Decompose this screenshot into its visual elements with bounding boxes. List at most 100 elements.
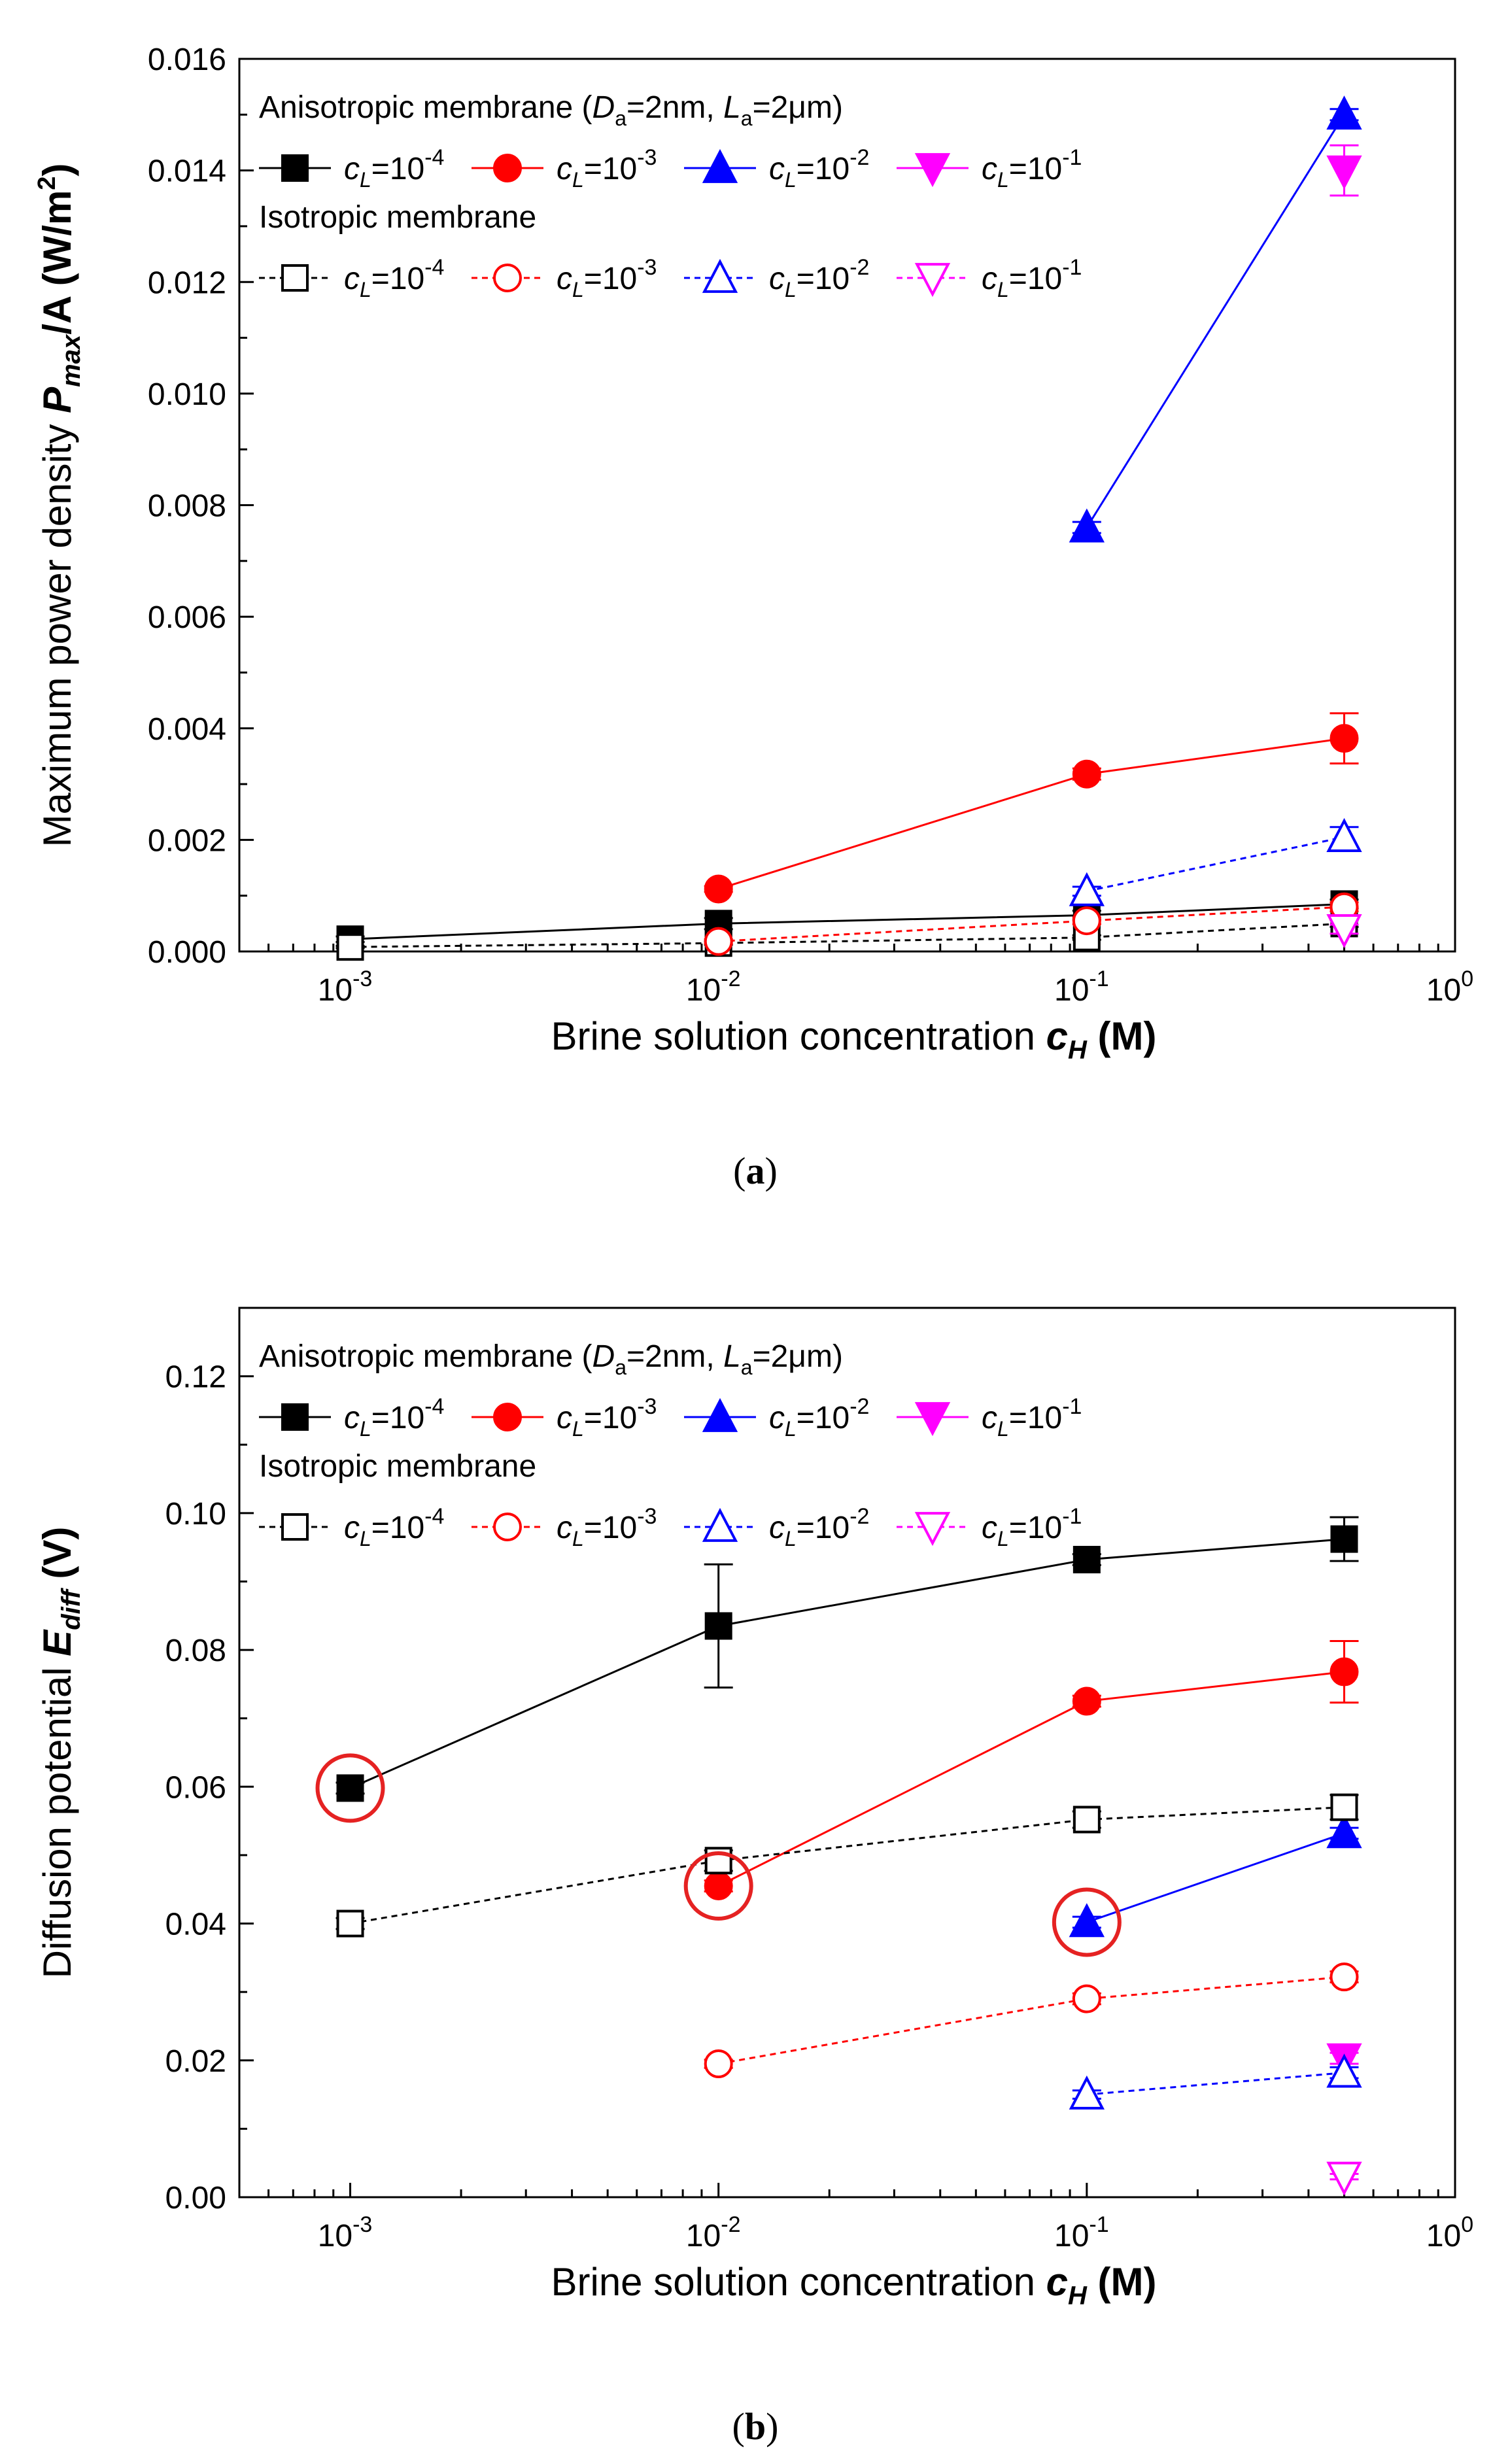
series-isotropic-clm3: [704, 1962, 1359, 2078]
legend-entry-anisotropic-clm4: cL=10-4: [259, 145, 444, 192]
series-isotropic-clm2: [1069, 2053, 1362, 2110]
data-point: [1069, 872, 1105, 906]
x-tick-label: 100: [1426, 2212, 1473, 2253]
legend-label: cL=10-4: [344, 255, 444, 301]
legend-title-isotropic: Isotropic membrane: [259, 200, 536, 235]
series-line: [718, 906, 1345, 943]
y-tick-label: 0.02: [165, 2044, 226, 2079]
data-point: [1072, 1805, 1101, 1834]
legend-entry-anisotropic-clm3: cL=10-3: [472, 1394, 657, 1441]
x-tick-label: 10-1: [1054, 2212, 1109, 2253]
series-line: [718, 1671, 1345, 1887]
legend-entry-isotropic-clm3: cL=10-3: [472, 255, 657, 301]
legend-title-anisotropic: Anisotropic membrane (Da=2nm, La=2μm): [259, 90, 843, 130]
legend-title-anisotropic: Anisotropic membrane (Da=2nm, La=2μm): [259, 1339, 843, 1379]
y-tick-label: 0.012: [148, 265, 226, 300]
y-tick-label: 0.12: [165, 1360, 226, 1395]
series-isotropic-clm2: [1069, 817, 1362, 906]
data-point: [1072, 1686, 1101, 1716]
legend-entry-isotropic-clm4: cL=10-4: [259, 1504, 444, 1550]
x-axis-label: Brine solution concentration cH (M): [551, 1014, 1156, 1065]
legend-marker: [281, 1403, 309, 1431]
series-line: [718, 1976, 1345, 2065]
legend-label: cL=10-1: [982, 1504, 1082, 1550]
series-anisotropic-clm4: [335, 1516, 1359, 1802]
x-tick-label: 10-1: [1054, 967, 1109, 1008]
chart-panel-a: 0.000 0.002 0.004 0.006 0.008 0.010 0.012 0.014…: [33, 43, 1473, 1192]
x-tick-label: 10-3: [318, 967, 373, 1008]
legend-marker: [914, 1512, 951, 1547]
series-anisotropic-clm2: [1069, 95, 1362, 543]
panel-caption: (b): [732, 2405, 779, 2448]
data-point: [336, 1909, 364, 1938]
data-point: [1072, 906, 1101, 936]
series-line: [350, 1806, 1345, 1925]
y-tick-label: 0.000: [148, 935, 226, 970]
data-point: [1330, 1657, 1359, 1686]
plot-frame: [238, 1307, 1456, 2199]
data-point: [1072, 1984, 1101, 2013]
legend-marker: [493, 264, 522, 292]
series-line: [350, 902, 1345, 940]
y-tick-label: 0.08: [165, 1634, 226, 1668]
data-point: [1069, 508, 1105, 543]
series-anisotropic-clm3: [704, 1639, 1359, 1900]
y-tick-label: 0.016: [148, 43, 226, 77]
legend-entry-isotropic-clm2: cL=10-2: [684, 255, 869, 301]
y-tick-label: 0.04: [165, 1908, 226, 1942]
legend-marker: [702, 1397, 738, 1432]
legend-marker: [702, 1507, 738, 1542]
data-point: [1326, 2161, 1362, 2196]
legend-label: cL=10-2: [769, 1504, 869, 1550]
data-point: [704, 1872, 733, 1900]
legend-entry-isotropic-clm1: cL=10-1: [897, 1504, 1082, 1550]
data-point: [1326, 914, 1362, 949]
legend-entry-isotropic-clm2: cL=10-2: [684, 1504, 869, 1550]
legend-entry-anisotropic-clm4: cL=10-4: [259, 1394, 444, 1441]
x-tick-label: 10-2: [686, 967, 741, 1008]
series-anisotropic-clm1: [1326, 144, 1362, 197]
x-tick-label: 10-3: [318, 2212, 373, 2253]
y-tick-label: 0.002: [148, 823, 226, 858]
legend-label: cL=10-4: [344, 145, 444, 192]
legend: Anisotropic membrane (Da=2nm, La=2μm) Iso…: [259, 90, 1082, 301]
legend-entry-anisotropic-clm1: cL=10-1: [897, 1394, 1082, 1441]
legend-marker: [281, 154, 309, 182]
x-tick-label: 10-2: [686, 2212, 741, 2253]
legend-marker: [914, 263, 951, 298]
data-point: [1326, 2053, 1362, 2088]
series-line: [1086, 1832, 1345, 1923]
legend-label: cL=10-2: [769, 1394, 869, 1441]
data-point: [1330, 724, 1359, 753]
legend-marker: [493, 154, 522, 182]
data-point: [1072, 759, 1101, 789]
legend-label: cL=10-3: [557, 145, 657, 192]
series-line: [1086, 114, 1345, 528]
series-line: [1086, 836, 1345, 893]
data-point: [1069, 2075, 1105, 2110]
x-axis-label: Brine solution concentration cH (M): [551, 2260, 1156, 2310]
data-point: [704, 874, 733, 904]
legend-marker: [914, 153, 951, 188]
series-line: [349, 1538, 1345, 1789]
data-point: [336, 1774, 364, 1802]
legend: Anisotropic membrane (Da=2nm, La=2μm) Iso…: [259, 1339, 1082, 1550]
data-point: [1326, 817, 1362, 852]
series-line: [718, 737, 1345, 890]
legend-entry-anisotropic-clm2: cL=10-2: [684, 145, 869, 192]
data-point: [704, 1612, 732, 1640]
legend-marker: [493, 1403, 522, 1431]
data-point: [1330, 1793, 1358, 1821]
y-tick-label: 0.010: [148, 377, 226, 412]
series-isotropic-clm1: [1326, 914, 1362, 949]
data-point: [1326, 95, 1362, 130]
legend-label: cL=10-2: [769, 145, 869, 192]
legend-marker: [281, 1513, 309, 1541]
series-anisotropic-clm4: [335, 890, 1359, 953]
legend-label: cL=10-3: [557, 1394, 657, 1441]
highlight-circle: [315, 1753, 385, 1823]
legend-entry-anisotropic-clm3: cL=10-3: [472, 145, 657, 192]
y-tick-label: 0.004: [148, 712, 226, 747]
legend-marker: [281, 264, 309, 292]
